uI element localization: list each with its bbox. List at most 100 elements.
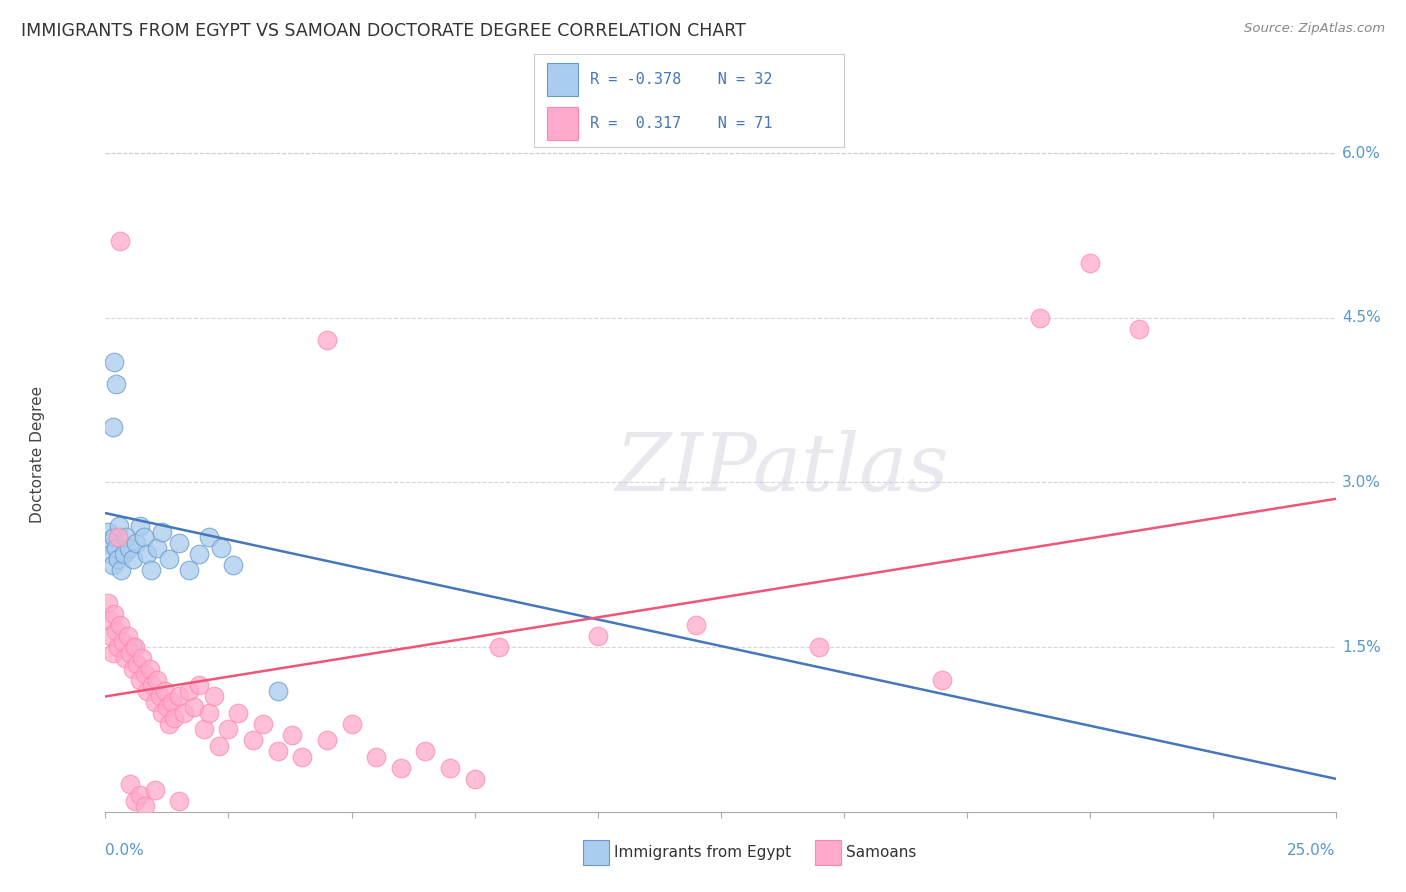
Point <box>127 657 149 671</box>
Text: 0.0%: 0.0% <box>105 843 145 858</box>
Point <box>252 717 274 731</box>
Point <box>228 706 250 720</box>
Point <box>129 789 152 803</box>
Point <box>108 519 131 533</box>
Point <box>173 706 195 720</box>
Point <box>112 547 135 561</box>
Point <box>131 651 153 665</box>
Point <box>163 711 186 725</box>
Text: Samoans: Samoans <box>846 846 917 860</box>
Text: R = -0.378    N = 32: R = -0.378 N = 32 <box>591 71 772 87</box>
Point <box>188 547 211 561</box>
Point <box>1029 310 1052 325</box>
Point <box>114 651 136 665</box>
Point <box>124 794 146 808</box>
Text: ZIPatlas: ZIPatlas <box>616 431 949 508</box>
Point <box>121 640 143 654</box>
Text: 25.0%: 25.0% <box>1288 843 1336 858</box>
Point <box>267 744 290 758</box>
Point <box>177 684 201 698</box>
Point <box>115 530 138 544</box>
Text: Immigrants from Egypt: Immigrants from Egypt <box>614 846 792 860</box>
Point <box>110 563 132 577</box>
Point <box>156 700 179 714</box>
Point <box>413 744 436 758</box>
Point <box>315 333 337 347</box>
Point <box>134 667 156 681</box>
Point <box>97 596 120 610</box>
Point <box>121 552 143 566</box>
Point <box>188 678 211 692</box>
Point <box>281 728 304 742</box>
Point <box>97 524 120 539</box>
Bar <box>547 107 578 140</box>
Point <box>169 794 191 808</box>
Point <box>138 662 162 676</box>
Point <box>242 733 264 747</box>
Point <box>208 739 231 753</box>
Point <box>1078 256 1101 270</box>
Point <box>105 624 128 638</box>
Bar <box>547 63 578 95</box>
Point <box>150 706 173 720</box>
Point <box>129 673 152 687</box>
Point <box>202 690 225 704</box>
Point <box>136 684 159 698</box>
Point <box>464 772 486 786</box>
Point <box>439 761 461 775</box>
Point <box>160 695 183 709</box>
Point <box>183 700 205 714</box>
Point <box>101 646 124 660</box>
Text: Source: ZipAtlas.com: Source: ZipAtlas.com <box>1244 22 1385 36</box>
Point <box>111 634 134 648</box>
Point <box>125 535 148 549</box>
Point <box>159 717 180 731</box>
Point <box>129 519 152 533</box>
Point <box>118 541 141 556</box>
Point <box>340 717 363 731</box>
Point <box>103 607 125 621</box>
Point <box>136 547 159 561</box>
Point <box>120 777 141 791</box>
Text: R =  0.317    N = 71: R = 0.317 N = 71 <box>591 116 772 131</box>
Point <box>218 723 240 737</box>
Point <box>110 234 132 248</box>
Point <box>209 541 232 556</box>
Text: Doctorate Degree: Doctorate Degree <box>31 386 45 524</box>
Point <box>267 684 290 698</box>
Point <box>98 535 121 549</box>
Text: 4.5%: 4.5% <box>1341 310 1381 326</box>
Point <box>146 541 169 556</box>
Point <box>103 530 125 544</box>
Point <box>222 558 245 572</box>
Point <box>141 678 163 692</box>
Point <box>107 552 129 566</box>
Point <box>153 684 176 698</box>
Text: 3.0%: 3.0% <box>1341 475 1381 490</box>
Point <box>197 530 219 544</box>
Point <box>488 640 510 654</box>
Point <box>107 530 129 544</box>
Point <box>807 640 830 654</box>
Point <box>366 749 388 764</box>
Point <box>103 354 125 368</box>
Point <box>146 673 169 687</box>
Point <box>315 733 337 747</box>
Text: 1.5%: 1.5% <box>1341 640 1381 655</box>
Point <box>150 524 173 539</box>
Point <box>149 690 172 704</box>
Point <box>107 640 129 654</box>
Point <box>169 535 191 549</box>
Point <box>197 706 219 720</box>
Point <box>124 640 146 654</box>
Point <box>586 629 609 643</box>
Point <box>1128 321 1150 335</box>
Point <box>100 629 122 643</box>
Point <box>105 376 128 391</box>
Point <box>931 673 953 687</box>
Point <box>169 690 191 704</box>
Text: IMMIGRANTS FROM EGYPT VS SAMOAN DOCTORATE DEGREE CORRELATION CHART: IMMIGRANTS FROM EGYPT VS SAMOAN DOCTORAT… <box>21 22 747 40</box>
Text: 6.0%: 6.0% <box>1341 145 1381 161</box>
Point <box>120 646 141 660</box>
Point <box>193 723 215 737</box>
